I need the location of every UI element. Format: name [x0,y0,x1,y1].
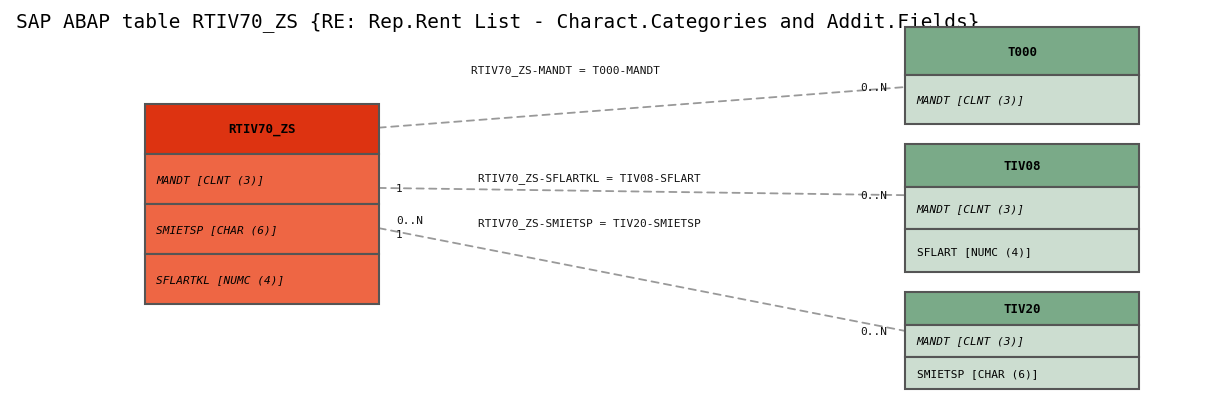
Text: RTIV70_ZS-MANDT = T000-MANDT: RTIV70_ZS-MANDT = T000-MANDT [471,65,661,76]
FancyBboxPatch shape [144,204,378,254]
Text: T000: T000 [1007,46,1037,59]
Text: SMIETSP [CHAR (6)]: SMIETSP [CHAR (6)] [916,368,1039,378]
Text: 1: 1 [396,184,402,193]
Text: RTIV70_ZS: RTIV70_ZS [228,123,296,136]
Text: 0..N: 0..N [396,216,423,225]
FancyBboxPatch shape [905,357,1139,389]
FancyBboxPatch shape [905,144,1139,187]
Text: MANDT [CLNT (3)]: MANDT [CLNT (3)] [916,336,1025,346]
Text: 0..N: 0..N [861,191,887,201]
Text: SFLARTKL [NUMC (4)]: SFLARTKL [NUMC (4)] [156,274,285,285]
FancyBboxPatch shape [905,76,1139,124]
Text: SAP ABAP table RTIV70_ZS {RE: Rep.Rent List - Charact.Categories and Addit.Field: SAP ABAP table RTIV70_ZS {RE: Rep.Rent L… [16,12,979,32]
FancyBboxPatch shape [144,155,378,204]
Text: TIV20: TIV20 [1004,302,1041,315]
Text: 0..N: 0..N [861,326,887,336]
FancyBboxPatch shape [905,28,1139,76]
FancyBboxPatch shape [905,325,1139,357]
Text: 1: 1 [396,229,402,240]
Text: SFLART [NUMC (4)]: SFLART [NUMC (4)] [916,246,1031,256]
Text: MANDT [CLNT (3)]: MANDT [CLNT (3)] [916,204,1025,213]
Text: 0..N: 0..N [861,83,887,93]
Text: MANDT [CLNT (3)]: MANDT [CLNT (3)] [156,175,264,184]
Text: TIV08: TIV08 [1004,159,1041,172]
Text: RTIV70_ZS-SFLARTKL = TIV08-SFLART: RTIV70_ZS-SFLARTKL = TIV08-SFLART [478,173,701,184]
Text: RTIV70_ZS-SMIETSP = TIV20-SMIETSP: RTIV70_ZS-SMIETSP = TIV20-SMIETSP [478,217,701,228]
FancyBboxPatch shape [905,293,1139,325]
FancyBboxPatch shape [144,104,378,155]
Text: MANDT [CLNT (3)]: MANDT [CLNT (3)] [916,95,1025,105]
FancyBboxPatch shape [144,254,378,305]
FancyBboxPatch shape [905,187,1139,230]
Text: SMIETSP [CHAR (6)]: SMIETSP [CHAR (6)] [156,225,278,234]
FancyBboxPatch shape [905,230,1139,273]
